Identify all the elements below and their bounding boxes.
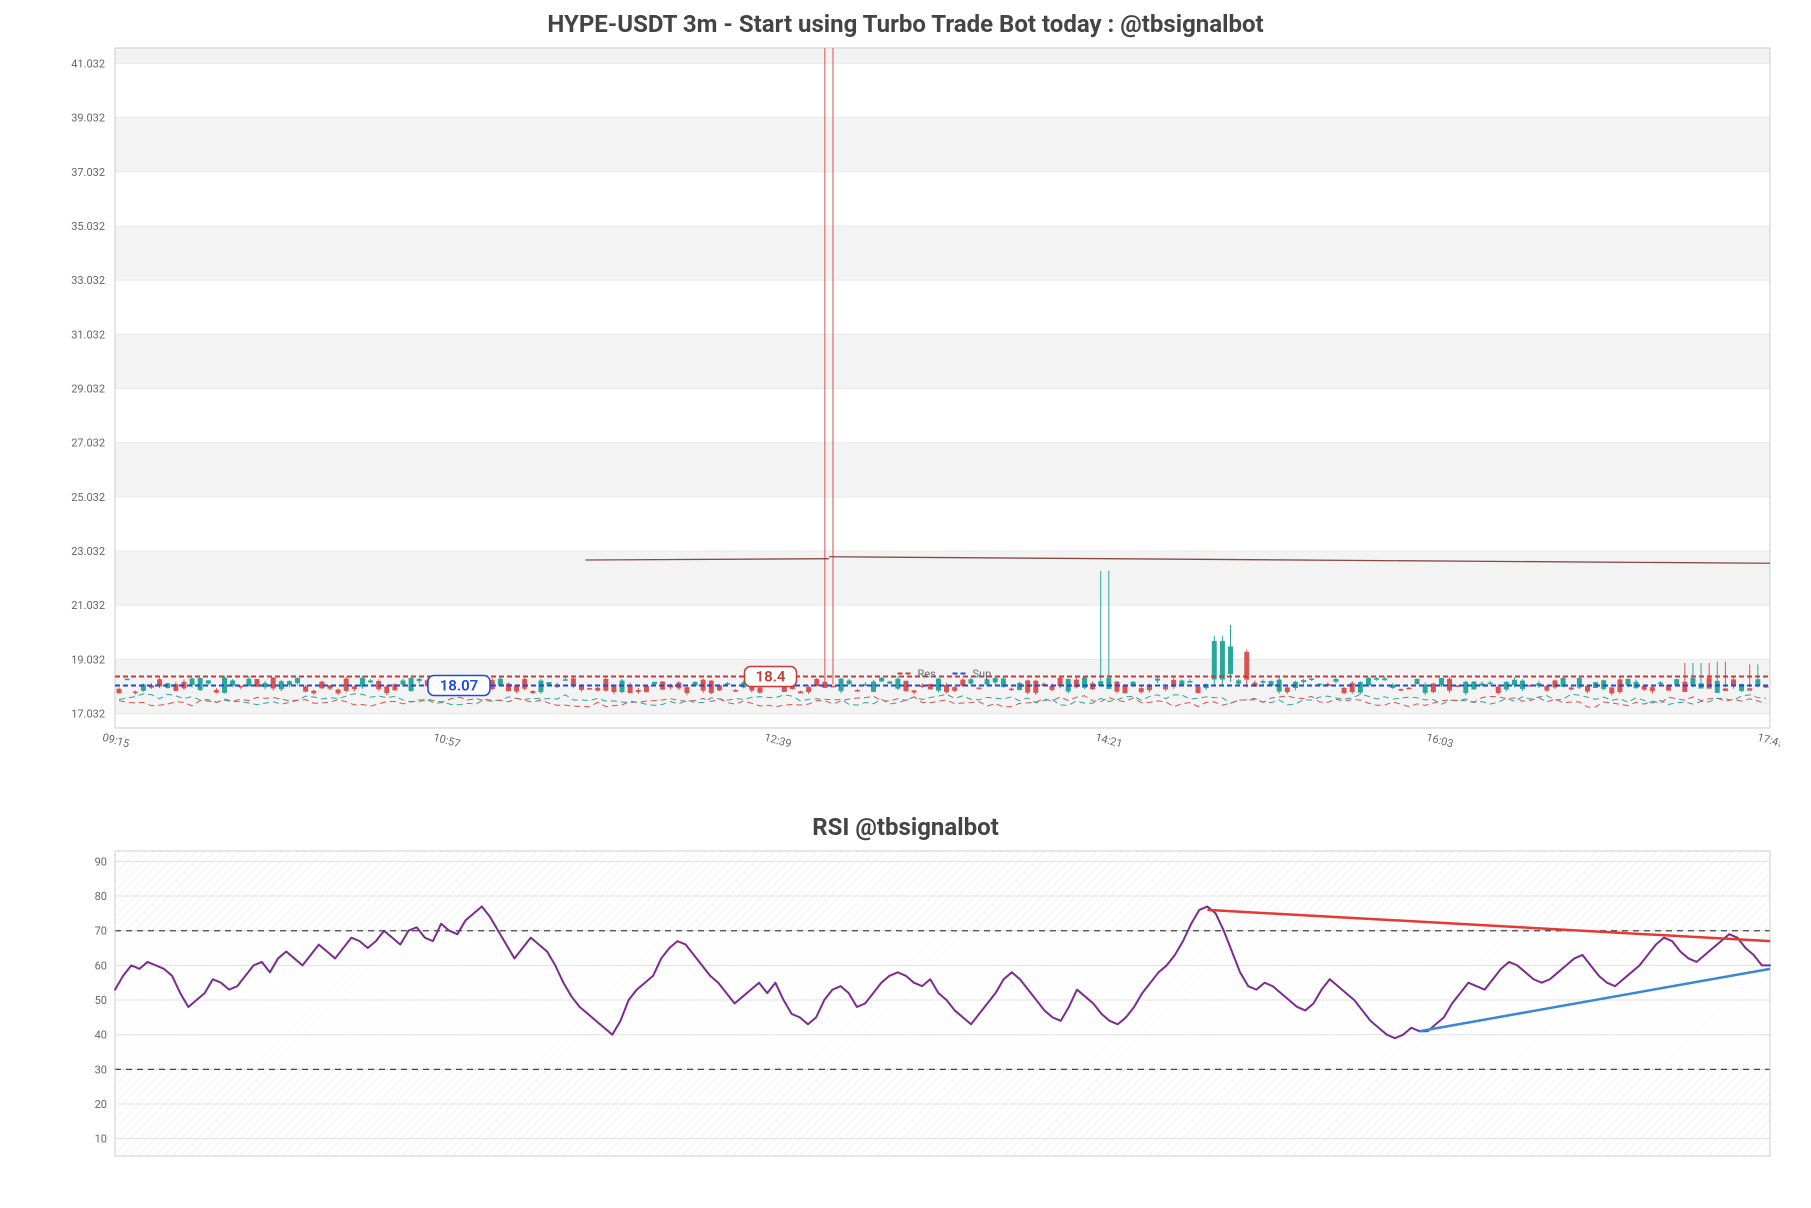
price-x-tick-label: 09:15 bbox=[101, 731, 131, 751]
rsi-lower-band bbox=[115, 1069, 1770, 1156]
price-y-tick-label: 17.032 bbox=[71, 708, 105, 721]
price-annotation: 18.07 bbox=[428, 675, 490, 695]
svg-text:Sup: Sup bbox=[973, 668, 992, 681]
rsi-chart-title: RSI @tbsignalbot bbox=[20, 813, 1791, 841]
svg-text:18.07: 18.07 bbox=[440, 676, 479, 694]
rsi-y-tick-label: 10 bbox=[95, 1133, 107, 1146]
price-y-tick-label: 31.032 bbox=[71, 328, 105, 341]
price-y-tick-label: 29.032 bbox=[71, 382, 105, 395]
price-chart-panel: HYPE-USDT 3m - Start using Turbo Trade B… bbox=[20, 10, 1791, 773]
price-y-tick-label: 27.032 bbox=[71, 437, 105, 450]
rsi-y-tick-label: 40 bbox=[95, 1029, 107, 1042]
price-chart-title: HYPE-USDT 3m - Start using Turbo Trade B… bbox=[20, 10, 1791, 38]
price-y-tick-label: 37.032 bbox=[71, 166, 105, 179]
price-x-tick-label: 17:45 bbox=[1756, 731, 1780, 751]
price-y-tick-label: 41.032 bbox=[71, 57, 105, 70]
price-y-tick-label: 23.032 bbox=[71, 545, 105, 558]
price-chart-svg: 17.032 19.032 21.032 23.032 25.032 27.032 29.0… bbox=[20, 38, 1780, 773]
rsi-chart-svg: 10 20 30 40 50 60 70 80 90 bbox=[20, 841, 1780, 1181]
price-y-tick-label: 25.032 bbox=[71, 491, 105, 504]
price-y-tick-label: 39.032 bbox=[71, 112, 105, 125]
price-x-tick-label: 10:57 bbox=[432, 731, 462, 751]
price-annotation: 18.4 bbox=[745, 667, 797, 687]
rsi-y-tick-label: 60 bbox=[95, 959, 107, 972]
price-y-tick-label: 33.032 bbox=[71, 274, 105, 287]
price-x-tick-label: 14:21 bbox=[1094, 731, 1124, 751]
rsi-chart-panel: RSI @tbsignalbot 10 20 30 40 50 60 70 80 90 bbox=[20, 813, 1791, 1181]
rsi-y-tick-label: 20 bbox=[95, 1098, 107, 1111]
price-y-tick-label: 21.032 bbox=[71, 599, 105, 612]
rsi-y-tick-label: 80 bbox=[95, 890, 107, 903]
rsi-y-tick-label: 70 bbox=[95, 925, 107, 938]
price-x-tick-label: 16:03 bbox=[1425, 731, 1455, 751]
rsi-y-tick-label: 30 bbox=[95, 1063, 107, 1076]
rsi-y-tick-label: 50 bbox=[95, 994, 107, 1007]
rsi-upper-band bbox=[115, 851, 1770, 931]
svg-text:Res: Res bbox=[918, 668, 937, 681]
svg-text:18.4: 18.4 bbox=[756, 668, 786, 686]
price-y-tick-label: 19.032 bbox=[71, 653, 105, 666]
rsi-y-tick-label: 90 bbox=[95, 855, 107, 868]
price-x-tick-label: 12:39 bbox=[763, 731, 793, 751]
price-y-tick-label: 35.032 bbox=[71, 220, 105, 233]
